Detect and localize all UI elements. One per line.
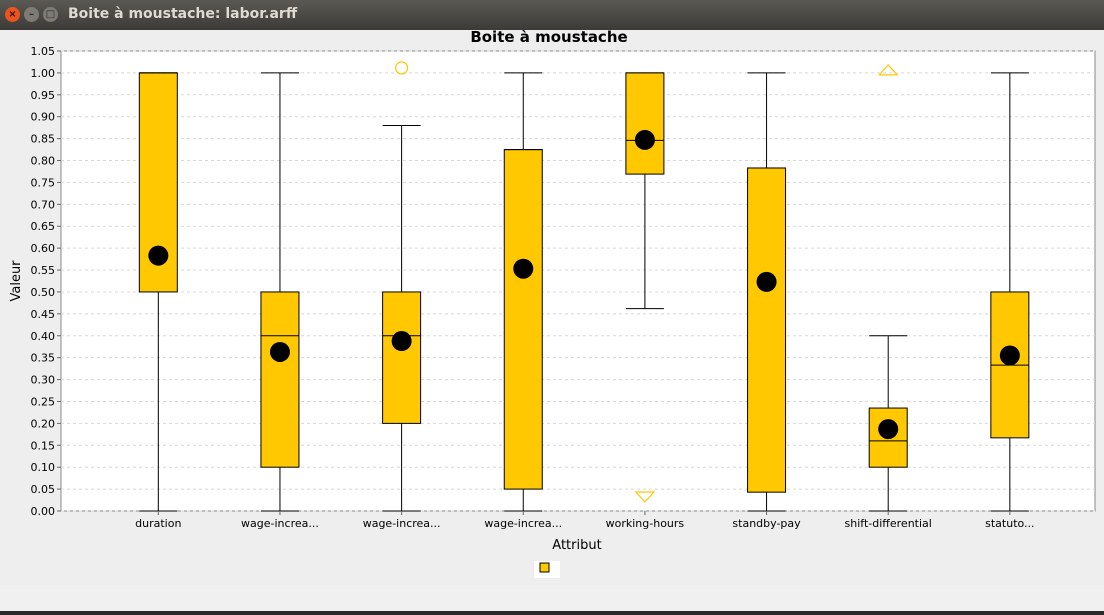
- y-tick-label: 0.75: [31, 176, 56, 189]
- y-tick-label: 0.60: [31, 242, 56, 255]
- outlier-circle: [395, 61, 409, 75]
- y-tick-label: 0.20: [31, 417, 56, 430]
- y-tick-label: 0.25: [31, 395, 56, 408]
- iqr-box: [138, 72, 178, 293]
- x-axis-ticks: duration wage-increa... wage-increa... wage…: [135, 511, 1035, 530]
- y-tick-label: 0.45: [31, 308, 56, 321]
- maximize-icon[interactable]: □: [43, 7, 58, 22]
- x-tick-label: wage-increa...: [484, 517, 562, 530]
- y-tick-label: 0.55: [31, 264, 56, 277]
- box-6: [747, 72, 787, 512]
- window-titlebar: × – □ Boite à moustache: labor.arff: [0, 0, 1104, 30]
- box-1: [138, 72, 178, 512]
- y-axis-ticks: 0.00 0.05 0.10 0.15 0.20 0.25 0.30 0.35 0.40 0.45…: [31, 45, 61, 518]
- y-tick-label: 0.30: [31, 374, 56, 387]
- mean-dot: [999, 345, 1020, 366]
- iqr-box: [747, 167, 787, 493]
- box-2: [260, 72, 300, 512]
- y-tick-label: 0.35: [31, 352, 56, 365]
- box-3: [382, 61, 422, 512]
- x-tick-label: working-hours: [606, 517, 685, 530]
- minimize-icon[interactable]: –: [24, 7, 39, 22]
- mean-dot: [756, 271, 777, 292]
- legend-swatch: [539, 562, 550, 573]
- x-axis-label: Attribut: [552, 538, 601, 553]
- iqr-box: [260, 291, 300, 468]
- y-tick-label: 0.65: [31, 220, 56, 233]
- bottom-edge: [0, 611, 1104, 615]
- iqr-box: [625, 72, 665, 175]
- mean-dot: [513, 258, 534, 279]
- grid-lines: [61, 50, 1095, 512]
- outlier-triangle-up: [877, 64, 899, 76]
- box-7: [868, 64, 908, 512]
- mean-dot: [634, 129, 655, 150]
- y-axis-label: Valeur: [9, 260, 24, 302]
- y-tick-label: 0.10: [31, 461, 56, 474]
- close-icon[interactable]: ×: [5, 7, 20, 22]
- mean-dot: [269, 341, 290, 362]
- y-tick-label: 1.05: [31, 45, 56, 58]
- box-8: [990, 72, 1030, 512]
- x-tick-label: wage-increa...: [241, 517, 319, 530]
- window-title: Boite à moustache: labor.arff: [68, 6, 298, 22]
- y-tick-label: 0.40: [31, 330, 56, 343]
- y-tick-label: 0.80: [31, 155, 56, 168]
- y-tick-label: 0.50: [31, 286, 56, 299]
- iqr-box: [503, 149, 543, 490]
- y-tick-label: 0.90: [31, 111, 56, 124]
- boxplot-chart: 0.00 0.05 0.10 0.15 0.20 0.25 0.30 0.35 0.40 0.45…: [9, 30, 1096, 578]
- mean-dot: [878, 419, 899, 440]
- mean-dot: [148, 245, 169, 266]
- x-tick-label: shift-differential: [845, 517, 932, 530]
- mean-dot: [391, 331, 412, 352]
- y-tick-label: 0.70: [31, 198, 56, 211]
- y-tick-label: 1.00: [31, 67, 56, 80]
- box-5: [625, 72, 665, 503]
- x-tick-label: duration: [135, 517, 181, 530]
- outlier-triangle-down: [634, 491, 656, 503]
- chart-title: Boite à moustache: [470, 30, 627, 46]
- boxes: [138, 61, 1030, 512]
- y-tick-label: 0.15: [31, 439, 56, 452]
- box-4: [503, 72, 543, 512]
- y-tick-label: 0.95: [31, 89, 56, 102]
- iqr-box: [382, 291, 422, 424]
- x-tick-label: standby-pay: [732, 517, 801, 530]
- y-tick-label: 0.00: [31, 505, 56, 518]
- y-tick-label: 0.05: [31, 483, 56, 496]
- y-tick-label: 0.85: [31, 133, 56, 146]
- chart-panel: 0.00 0.05 0.10 0.15 0.20 0.25 0.30 0.35 0.40 0.45…: [0, 30, 1104, 615]
- x-tick-label: wage-increa...: [363, 517, 441, 530]
- x-tick-label: statuto...: [985, 517, 1034, 530]
- plot-area: [60, 50, 1096, 512]
